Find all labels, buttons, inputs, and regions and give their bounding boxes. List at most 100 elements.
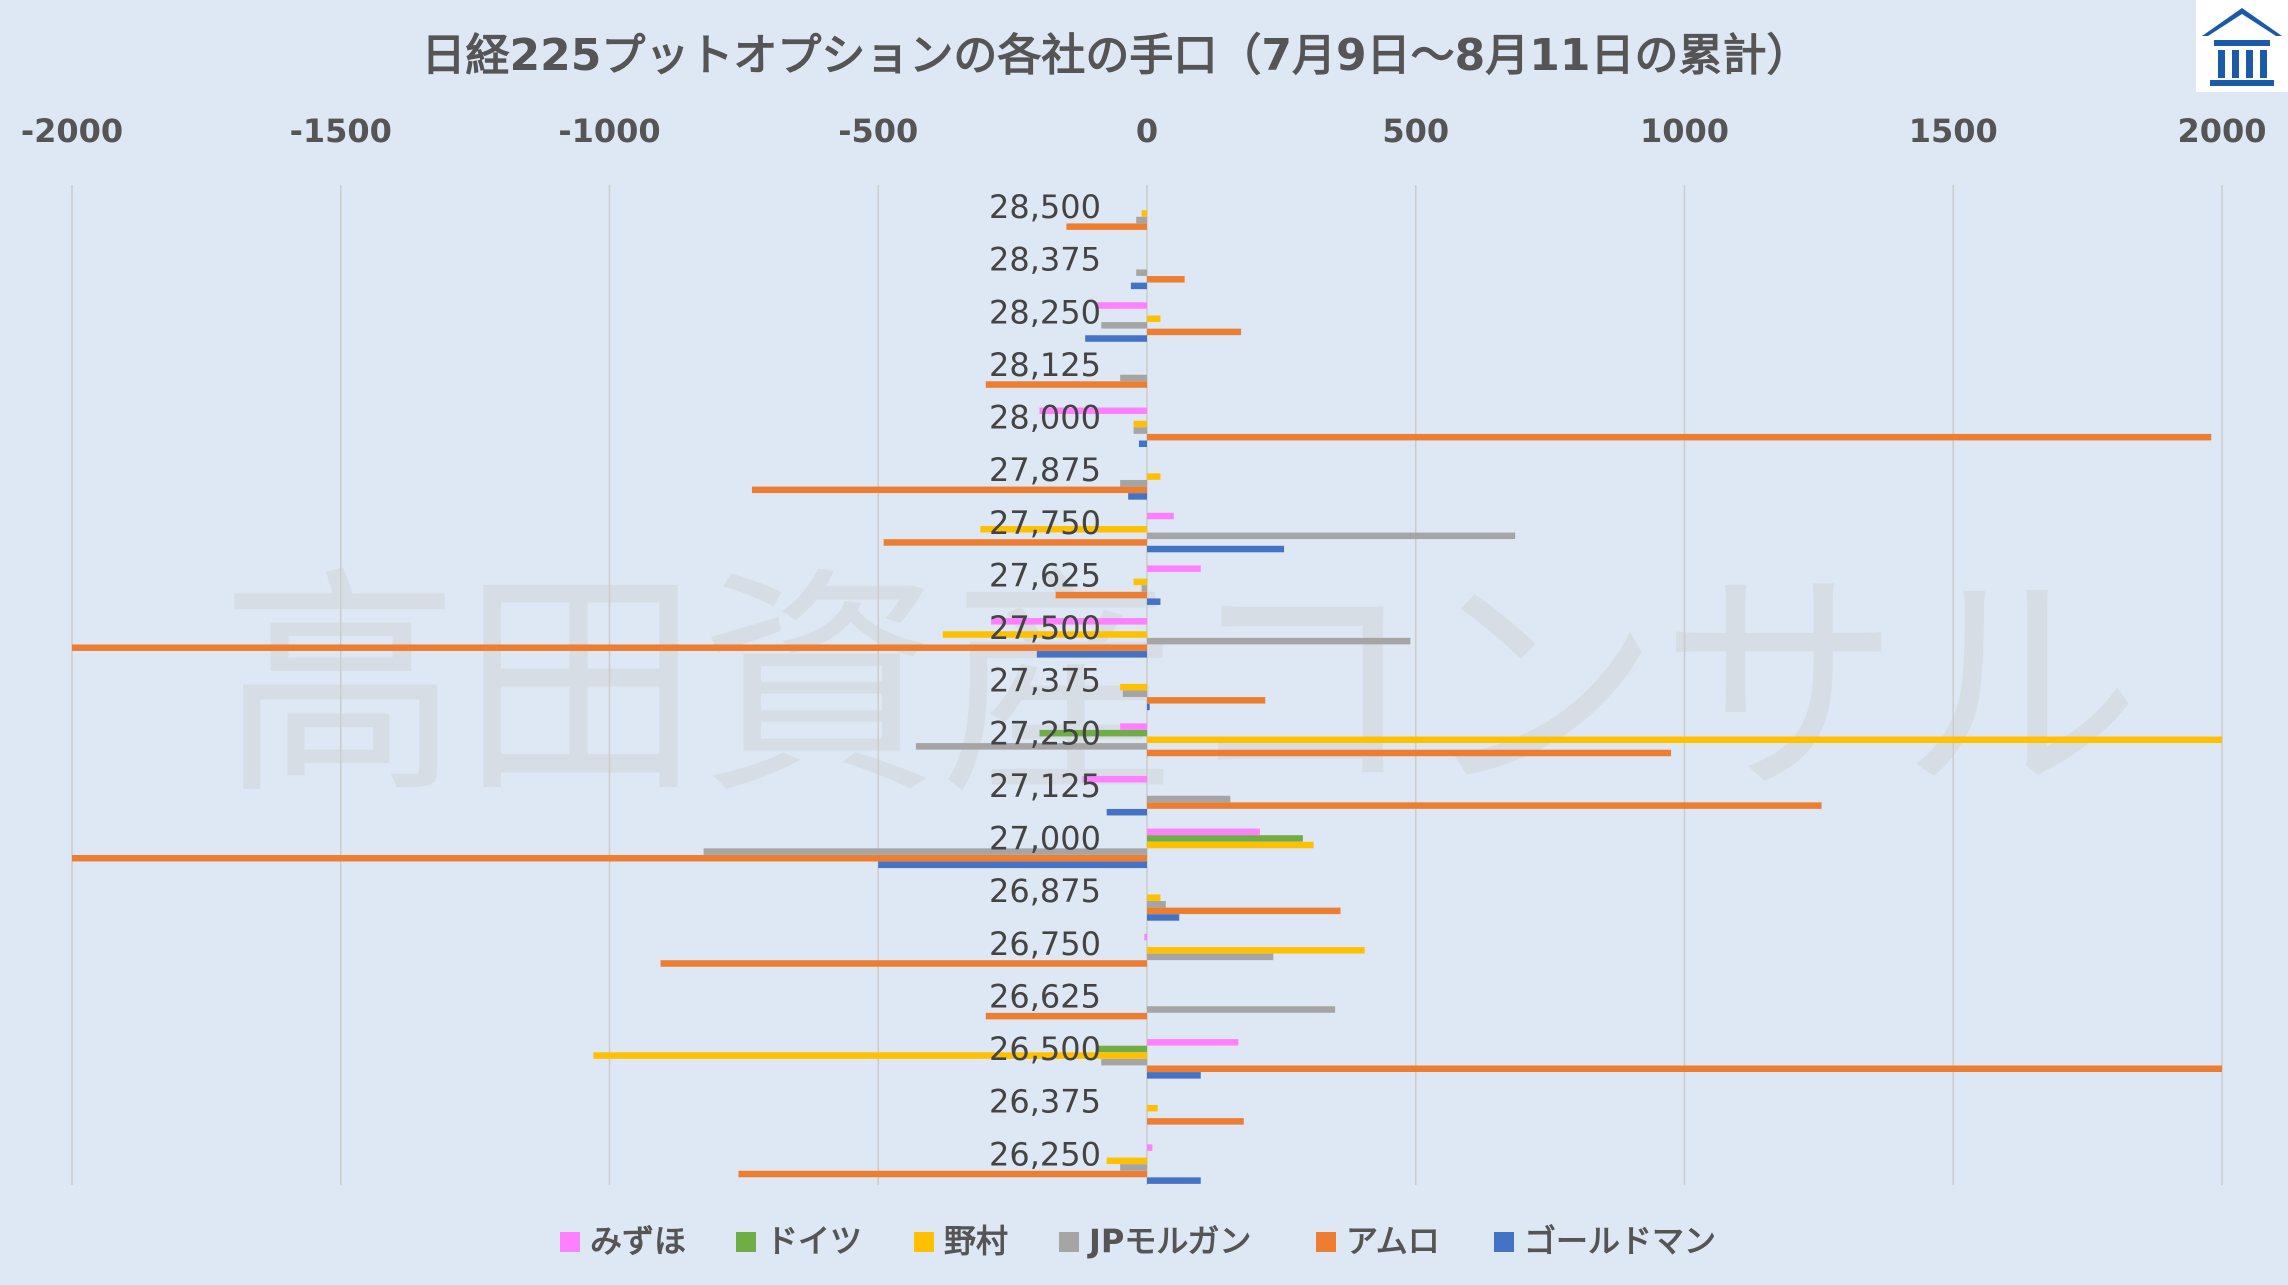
category-label: 27,125	[989, 767, 1101, 805]
bar	[878, 861, 1147, 869]
bar	[593, 1052, 1147, 1059]
bar	[1147, 545, 1285, 553]
bar	[1141, 585, 1147, 592]
bar	[1101, 1058, 1147, 1066]
category-label: 27,375	[989, 662, 1101, 700]
bar	[703, 848, 1147, 855]
bar	[1141, 210, 1147, 217]
bar	[1095, 1045, 1147, 1053]
category-label: 27,625	[989, 556, 1101, 594]
legend: みずほ ドイツ 野村 JPモルガン アムロ ゴールドマン	[560, 1222, 1716, 1260]
bar	[1122, 690, 1147, 697]
bar	[1147, 795, 1231, 803]
legend-swatch	[1059, 1232, 1079, 1252]
bar	[991, 618, 1147, 625]
bar	[1147, 598, 1161, 605]
x-tick-label: -1000	[558, 112, 660, 150]
bar	[1095, 302, 1147, 309]
bar	[1120, 683, 1147, 691]
bar	[1147, 947, 1365, 954]
legend-label: アムロ	[1346, 1222, 1440, 1260]
category-label: 28,500	[989, 188, 1101, 226]
bar	[883, 539, 1147, 546]
chart-title: 日経225プットオプションの各社の手口（7月9日～8月11日の累計）	[422, 30, 1811, 81]
bar	[1147, 1118, 1244, 1125]
category-label: 27,000	[989, 820, 1101, 858]
bar	[980, 525, 1147, 533]
bar	[660, 960, 1147, 967]
x-tick-label: 1000	[1640, 112, 1729, 150]
category-label: 26,750	[989, 925, 1101, 963]
category-label: 28,000	[989, 399, 1101, 437]
bar	[1147, 1072, 1201, 1079]
bar	[1147, 433, 2212, 441]
bar	[1147, 637, 1411, 645]
bar	[1120, 723, 1147, 730]
bar	[1085, 335, 1147, 342]
bar	[1147, 565, 1201, 572]
bar	[72, 644, 1147, 651]
x-tick-label: 1500	[1909, 112, 1998, 150]
bar	[1147, 532, 1516, 540]
bar	[1055, 591, 1147, 599]
legend-swatch	[1316, 1232, 1336, 1252]
legend-label: ドイツ	[766, 1222, 862, 1260]
category-label: 27,875	[989, 451, 1101, 489]
bar	[985, 1012, 1147, 1020]
bar	[1036, 651, 1147, 658]
watermark-text: 高田資産コンサル	[220, 547, 2140, 827]
x-tick-label: 0	[1136, 112, 1158, 150]
bar	[1144, 933, 1147, 941]
legend-label: ゴールドマン	[1524, 1222, 1716, 1260]
legend-swatch	[560, 1232, 580, 1252]
legend-swatch	[914, 1232, 934, 1252]
category-label: 28,125	[989, 346, 1101, 384]
legend-swatch	[1494, 1232, 1514, 1252]
x-tick-label: -1500	[290, 112, 392, 150]
x-tick-label: 2000	[2177, 112, 2266, 150]
bar	[751, 486, 1147, 494]
bar	[1147, 736, 2222, 744]
category-label: 26,375	[989, 1083, 1101, 1121]
bar	[1133, 578, 1147, 586]
bar	[1147, 907, 1341, 915]
category-label: 26,500	[989, 1030, 1101, 1068]
bar	[1120, 479, 1147, 487]
bar	[1106, 1157, 1147, 1165]
bar	[1147, 901, 1166, 908]
x-axis-ticks: -2000 -1500 -1000 -500 0 500 1000 1500 2000	[21, 112, 2267, 150]
legend-label: 野村	[944, 1222, 1008, 1260]
bar	[985, 381, 1147, 388]
bar	[1147, 828, 1260, 836]
bar	[1039, 407, 1147, 415]
bar	[1101, 322, 1147, 329]
bar	[738, 1170, 1147, 1178]
bar	[1147, 1177, 1201, 1184]
legend-label: みずほ	[590, 1222, 686, 1260]
bar	[1147, 749, 1672, 757]
bar	[72, 854, 1147, 862]
bar	[1147, 1039, 1239, 1046]
bar	[1147, 953, 1274, 961]
bar	[1147, 703, 1150, 711]
bar	[1147, 894, 1161, 901]
x-tick-label: 500	[1382, 112, 1449, 150]
x-tick-label: -2000	[21, 112, 123, 150]
legend-swatch	[736, 1232, 756, 1252]
bar	[1066, 223, 1147, 230]
building-logo-icon	[2196, 0, 2288, 92]
legend-label: JPモルガン	[1087, 1222, 1251, 1260]
bar	[1147, 1065, 2222, 1073]
category-label: 26,625	[989, 977, 1101, 1015]
bar	[1147, 315, 1161, 322]
category-label: 27,750	[989, 504, 1101, 542]
x-tick-label: -500	[838, 112, 918, 150]
bar	[1133, 420, 1147, 428]
bar	[1133, 427, 1147, 434]
bar	[1147, 473, 1161, 480]
bar	[942, 631, 1147, 638]
category-label: 28,250	[989, 293, 1101, 331]
bar	[1147, 835, 1303, 842]
bar	[1147, 328, 1242, 336]
